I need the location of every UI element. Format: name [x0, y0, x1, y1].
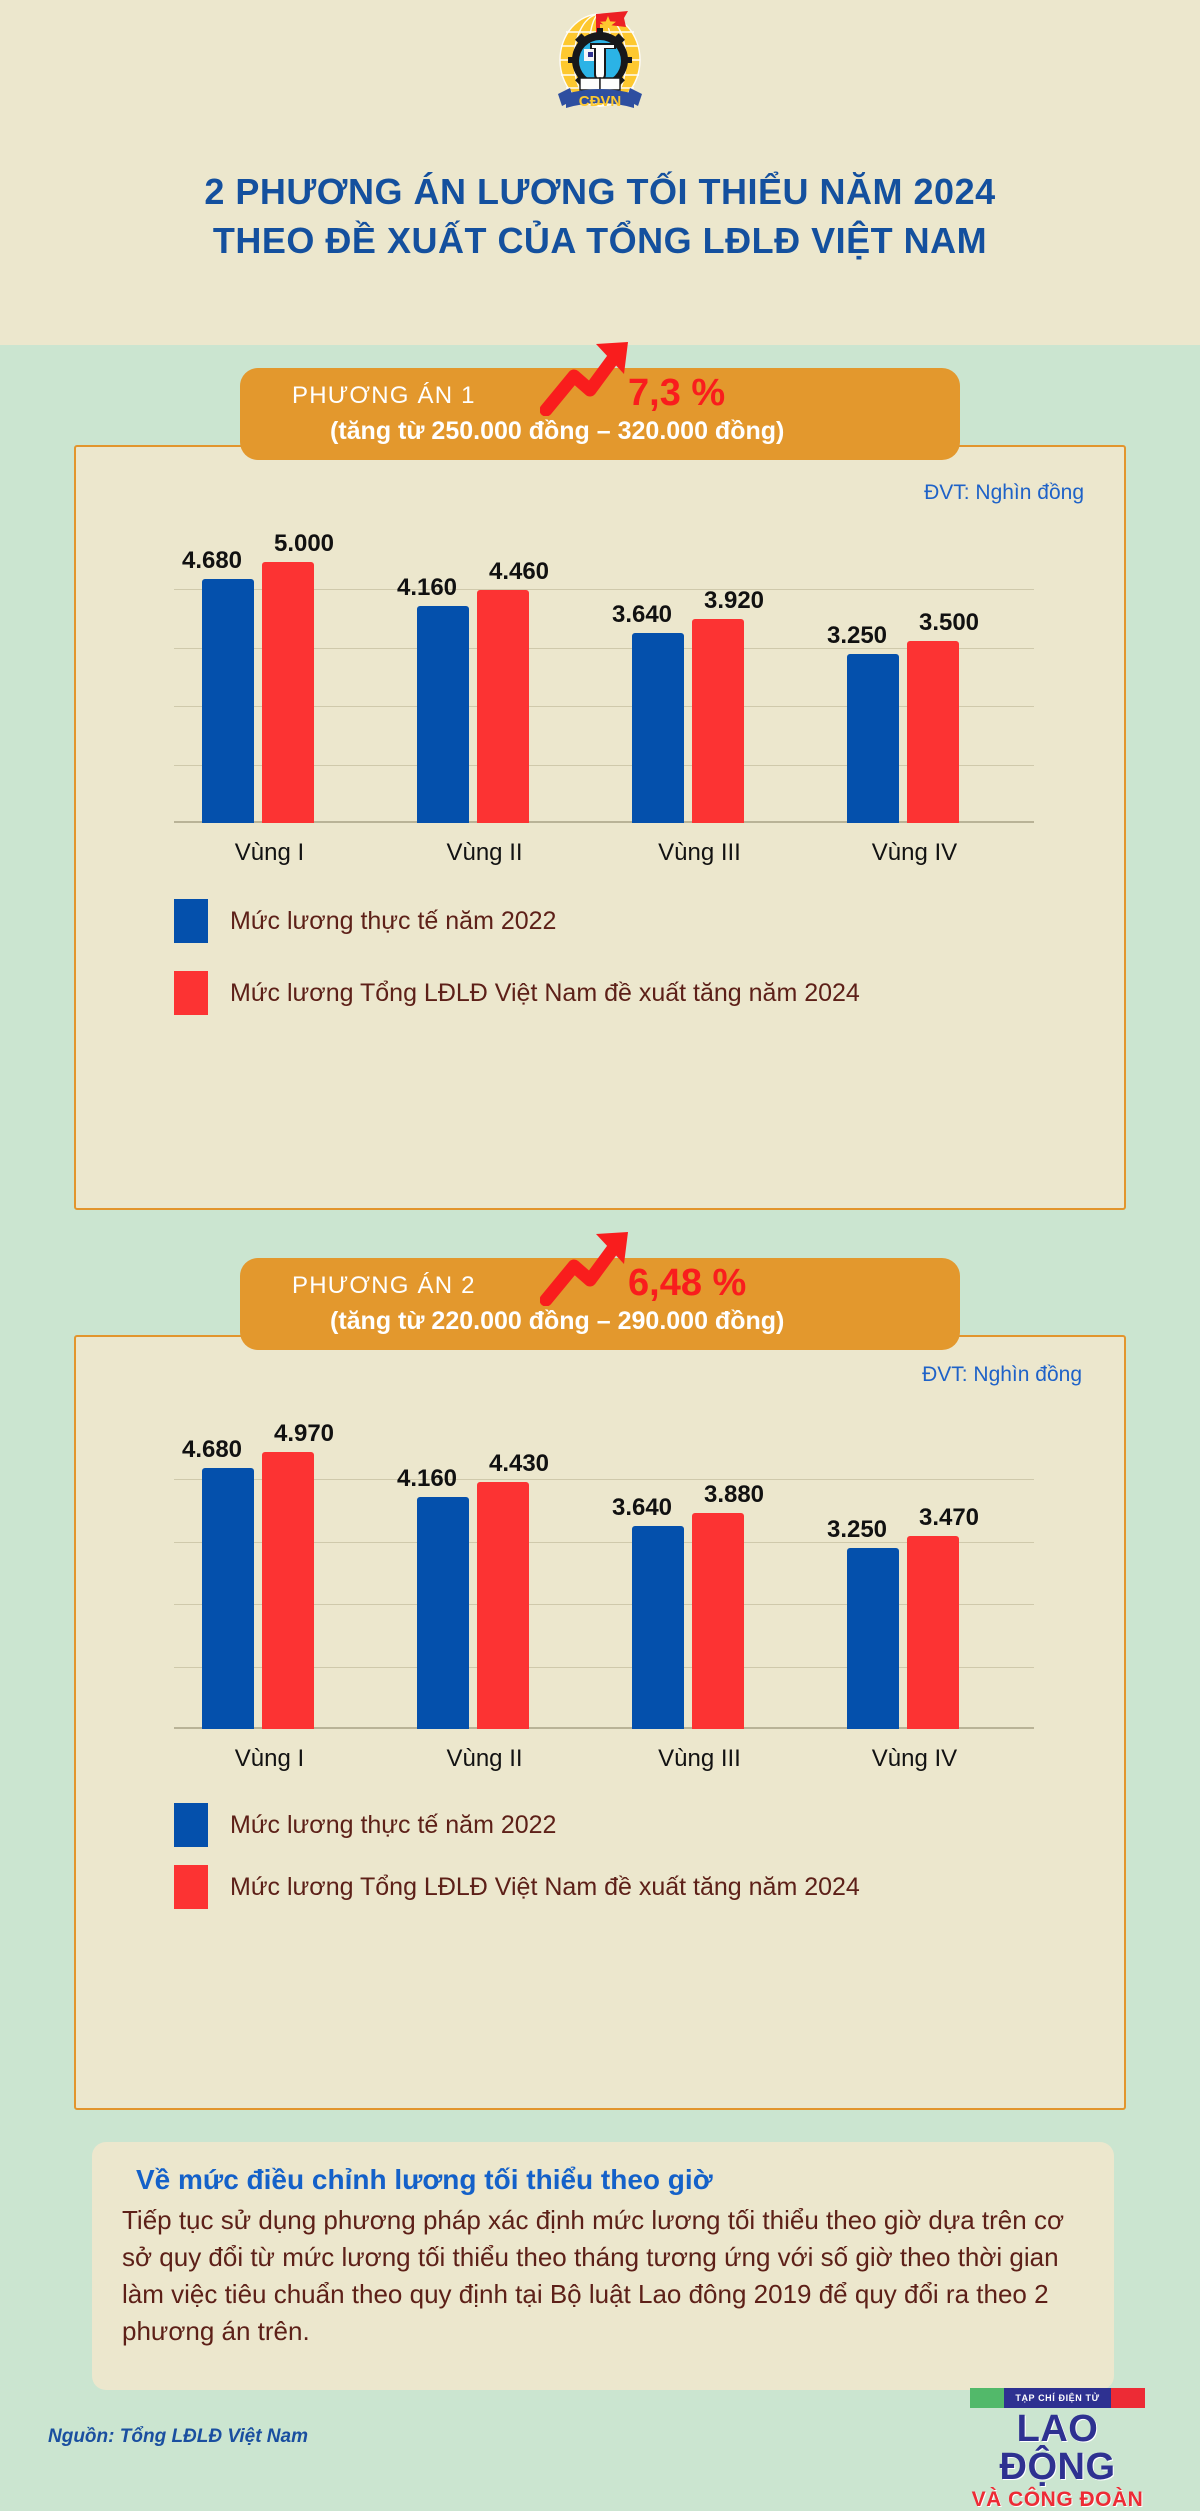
legend-swatch [174, 1803, 208, 1847]
brand-strip-red [1111, 2388, 1145, 2408]
page-title-line2: THEO ĐỀ XUẤT CỦA TỔNG LĐLĐ VIỆT NAM [212, 219, 988, 261]
gridline [174, 1666, 1034, 1668]
gridline [174, 1604, 1034, 1606]
category-label: Vùng III [658, 839, 741, 866]
growth-arrow-icon [539, 340, 636, 417]
bar-value-label: 3.920 [703, 586, 765, 614]
gridline [174, 1479, 1034, 1481]
category-label: Vùng IV [871, 839, 958, 866]
legend-label: Mức lương Tổng LĐLĐ Việt Nam đề xuất tăn… [230, 978, 860, 1007]
bar-proposed [907, 640, 959, 823]
legend-swatch [174, 1865, 208, 1909]
note-body: Tiếp tục sử dụng phương pháp xác định mứ… [122, 2205, 1064, 2346]
category-label: Vùng III [658, 1745, 741, 1772]
chart-card-option1: ĐVT: Nghìn đồng 4.680 5.000 4.160 4.460 3.64… [74, 445, 1126, 1210]
bar-proposed [262, 1452, 314, 1729]
bar-plot-option1: 4.680 5.000 4.160 4.460 3.640 3.920 3.250 3.500 [174, 530, 1034, 823]
legend-item: Mức lương thực tế năm 2022 [174, 899, 556, 943]
bar-actual [847, 653, 899, 823]
bar-proposed [692, 1512, 744, 1729]
bar-actual [202, 578, 254, 823]
banner-percent-2: 6,48 % [628, 1262, 747, 1304]
bar-proposed [477, 1482, 529, 1729]
legend-label: Mức lương thực tế năm 2022 [230, 906, 557, 935]
bar-value-label: 3.500 [918, 608, 980, 636]
bar-value-label: 4.160 [396, 1465, 458, 1493]
unit-label-2: ĐVT: Nghìn đồng [922, 1363, 1082, 1386]
legend-label: Mức lương thực tế năm 2022 [230, 1810, 557, 1839]
legend-item: Mức lương Tổng LĐLĐ Việt Nam đề xuất tăn… [174, 971, 860, 1015]
brand-strip-green [970, 2388, 1004, 2408]
bar-proposed [262, 562, 314, 823]
bar-value-label: 3.250 [826, 1515, 888, 1543]
banner-label-1: PHƯƠNG ÁN 1 [292, 382, 476, 409]
bar-value-label: 3.470 [918, 1503, 980, 1531]
growth-arrow-icon [539, 1230, 636, 1307]
bar-value-label: 5.000 [273, 530, 335, 558]
legend-swatch [174, 971, 208, 1015]
bar-proposed [692, 618, 744, 823]
page-title-line1: 2 PHƯƠNG ÁN LƯƠNG TỐI THIỂU NĂM 2024 [204, 171, 996, 212]
bar-value-label: 4.160 [396, 574, 458, 602]
banner-option2: PHƯƠNG ÁN 2 6,48 % (tăng từ 220.000 đồng… [240, 1232, 960, 1350]
legend-item: Mức lương thực tế năm 2022 [174, 1803, 556, 1847]
bar-proposed [907, 1535, 959, 1729]
bar-value-label: 3.640 [611, 1494, 673, 1522]
gridline [174, 706, 1034, 708]
x-axis-line [174, 821, 1034, 823]
category-label: Vùng I [234, 839, 305, 866]
emblem-text: CĐVN [579, 93, 622, 110]
gridline [174, 647, 1034, 649]
gridline [174, 1541, 1034, 1543]
banner-label-2: PHƯƠNG ÁN 2 [292, 1272, 476, 1299]
legend-swatch [174, 899, 208, 943]
bar-actual [417, 1497, 469, 1729]
banner-percent-1: 7,3 % [628, 372, 726, 414]
source-text: Nguồn: Tổng LĐLĐ Việt Nam [48, 2426, 308, 2447]
gridline [174, 589, 1034, 591]
legend-item: Mức lương Tổng LĐLĐ Việt Nam đề xuất tăn… [174, 1865, 860, 1909]
banner-option1: PHƯƠNG ÁN 1 7,3 % (tăng từ 250.000 đồng … [240, 342, 960, 460]
bar-value-label: 4.460 [488, 558, 550, 586]
note-heading: Về mức điều chỉnh lương tối thiểu theo g… [136, 2164, 713, 2195]
unit-label-1: ĐVT: Nghìn đồng [924, 481, 1084, 504]
bar-value-label: 3.640 [611, 601, 673, 629]
bar-actual [632, 633, 684, 823]
legend-label: Mức lương Tổng LĐLĐ Việt Nam đề xuất tăn… [230, 1872, 860, 1901]
banner-range-2: (tăng từ 220.000 đồng – 290.000 đồng) [330, 1307, 785, 1335]
bar-value-label: 4.430 [488, 1450, 550, 1478]
page-title: 2 PHƯƠNG ÁN LƯƠNG TỐI THIỂU NĂM 2024 THE… [0, 168, 1200, 265]
category-label: Vùng IV [871, 1745, 958, 1772]
category-label: Vùng II [446, 1745, 523, 1772]
brand-logo: TẠP CHÍ ĐIỆN TỬ LAO ĐỘNG VÀ CÔNG ĐOÀN [960, 2388, 1155, 2510]
bar-value-label: 4.680 [181, 1436, 243, 1464]
banner-range-1: (tăng từ 250.000 đồng – 320.000 đồng) [330, 417, 785, 445]
bar-actual [417, 606, 469, 823]
category-label: Vùng I [234, 1745, 305, 1772]
gridline [174, 764, 1034, 766]
bar-value-label: 4.970 [273, 1420, 335, 1448]
category-label: Vùng II [446, 839, 523, 866]
x-axis-line [174, 1727, 1034, 1729]
bar-plot-option2: 4.680 4.970 4.160 4.430 3.640 3.880 3.250 3.470 [174, 1417, 1034, 1729]
bar-actual [632, 1526, 684, 1729]
bar-proposed [477, 590, 529, 823]
bar-value-label: 3.250 [826, 621, 888, 649]
brand-strip-label: TẠP CHÍ ĐIỆN TỬ [1004, 2388, 1111, 2408]
brand-strip: TẠP CHÍ ĐIỆN TỬ [970, 2388, 1145, 2408]
cdvn-emblem: CĐVN [540, 8, 660, 120]
bar-value-label: 4.680 [181, 546, 243, 574]
bar-actual [202, 1468, 254, 1729]
bar-value-label: 3.880 [703, 1480, 765, 1508]
brand-name: LAO ĐỘNG [999, 2408, 1116, 2488]
chart-card-option2: ĐVT: Nghìn đồng 4.680 4.970 4.160 4.430 3.64… [74, 1335, 1126, 2110]
bar-actual [847, 1547, 899, 1729]
note-box: Về mức điều chỉnh lương tối thiểu theo g… [92, 2142, 1114, 2390]
